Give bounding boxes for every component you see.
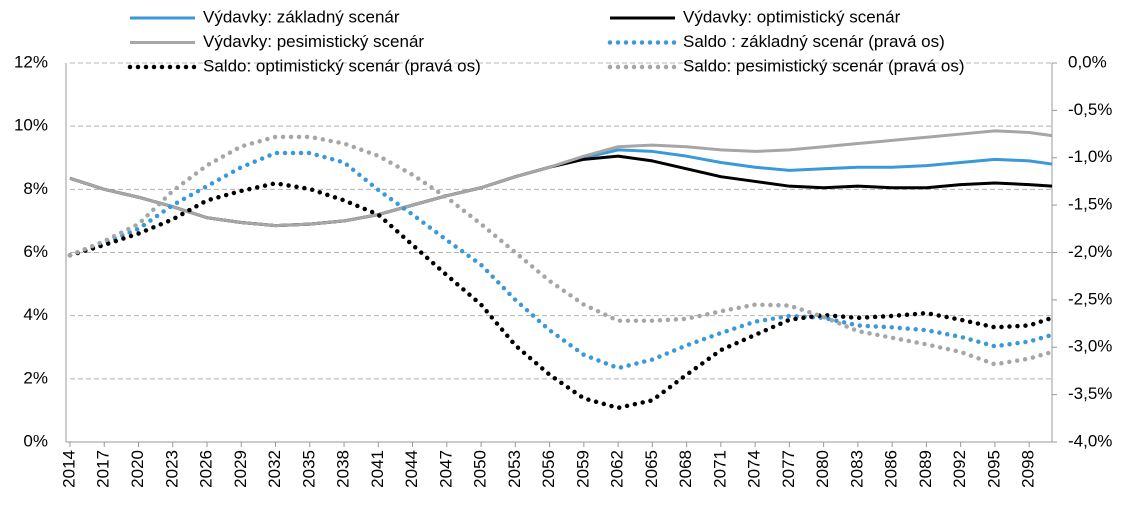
legend-label: Výdavky: pesimistický scenár [203, 32, 424, 51]
legend-label: Saldo : základný scenár (pravá os) [683, 32, 945, 51]
x-tick-label: 2053 [505, 450, 524, 488]
x-tick-label: 2023 [162, 450, 181, 488]
x-tick-label: 2038 [334, 450, 353, 488]
y-tick-label: 10% [14, 116, 48, 135]
x-tick-label: 2050 [471, 450, 490, 488]
x-tick-label: 2032 [265, 450, 284, 488]
series-line [69, 129, 1053, 228]
x-tick-label: 2035 [299, 450, 318, 488]
x-tick-label: 2044 [402, 450, 421, 488]
x-tick-label: 2089 [916, 450, 935, 488]
y-tick-label: 4% [23, 305, 48, 324]
y2-tick-label: -0,5% [1068, 100, 1112, 119]
y2-tick-label: 0,0% [1068, 52, 1107, 71]
x-tick-label: 2017 [94, 450, 113, 488]
x-tick-label: 2026 [197, 450, 216, 488]
x-tick-label: 2020 [128, 450, 147, 488]
series-line [67, 150, 1055, 371]
y2-tick-label: -2,0% [1068, 242, 1112, 261]
y-tick-label: 2% [23, 368, 48, 387]
y2-tick-label: -3,5% [1068, 384, 1112, 403]
x-tick-label: 2080 [813, 450, 832, 488]
x-tick-label: 2056 [539, 450, 558, 488]
y-tick-label: 6% [23, 242, 48, 261]
legend-label: Výdavky: základný scenár [203, 7, 400, 26]
y2-tick-label: -4,0% [1068, 431, 1112, 450]
y2-tick-label: -1,5% [1068, 195, 1112, 214]
y-tick-label: 8% [23, 179, 48, 198]
x-tick-label: 2074 [745, 450, 764, 488]
y-tick-label: 0% [23, 431, 48, 450]
x-tick-label: 2059 [573, 450, 592, 488]
legend-label: Saldo: pesimistický scenár (pravá os) [683, 56, 965, 75]
legend-label: Výdavky: optimistický scenár [683, 7, 901, 26]
y2-tick-label: -3,0% [1068, 337, 1112, 356]
x-tick-label: 2095 [984, 450, 1003, 488]
series-line [67, 134, 1055, 367]
x-tick-label: 2014 [59, 450, 78, 488]
x-tick-label: 2071 [710, 450, 729, 488]
y2-tick-label: -1,0% [1068, 147, 1112, 166]
x-tick-label: 2083 [847, 450, 866, 488]
x-tick-label: 2062 [608, 450, 627, 488]
y2-tick-label: -2,5% [1068, 289, 1112, 308]
x-tick-label: 2047 [436, 450, 455, 488]
x-tick-label: 2065 [642, 450, 661, 488]
x-tick-label: 2029 [231, 450, 250, 488]
legend-label: Saldo: optimistický scenár (pravá os) [203, 56, 481, 75]
series-line [67, 181, 1055, 411]
x-tick-label: 2086 [882, 450, 901, 488]
x-tick-label: 2098 [1019, 450, 1038, 488]
x-tick-label: 2092 [950, 450, 969, 488]
x-tick-label: 2041 [368, 450, 387, 488]
x-tick-label: 2068 [676, 450, 695, 488]
x-tick-label: 2077 [779, 450, 798, 488]
y-tick-label: 12% [14, 52, 48, 71]
